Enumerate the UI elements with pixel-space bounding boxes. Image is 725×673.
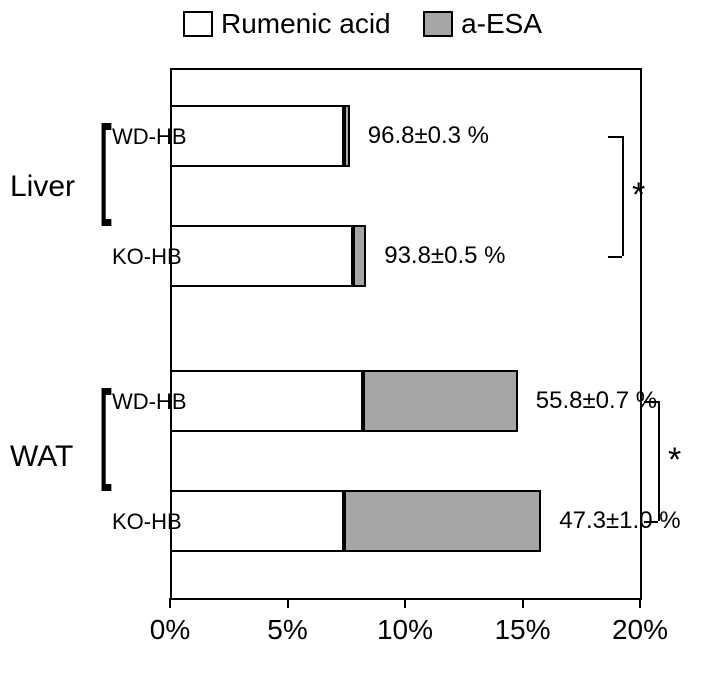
x-tick-label: 15% <box>494 614 550 646</box>
annotation-liver-wdhb: 96.8±0.3 % <box>368 122 489 150</box>
legend-label-aesa: a-ESA <box>461 8 542 40</box>
chart-root: Rumenic acid a-ESA 0% 5% 10% 15% 20% Liv… <box>0 0 725 673</box>
row-label-liver-wdhb: WD-HB <box>112 124 187 150</box>
x-tick-label: 0% <box>150 614 190 646</box>
tissue-label-wat: WAT <box>10 440 73 474</box>
legend-label-rumenic: Rumenic acid <box>221 8 391 40</box>
legend-swatch-rumenic <box>183 11 213 37</box>
x-tick <box>404 598 406 608</box>
legend-item-rumenic: Rumenic acid <box>183 8 391 40</box>
x-tick <box>639 598 641 608</box>
sig-marker-wat: * <box>668 441 681 480</box>
sig-bracket-liver <box>608 136 622 138</box>
sig-bracket-wat <box>658 401 660 521</box>
x-tick <box>169 598 171 608</box>
annotation-wat-kohb: 47.3±1.0 % <box>559 507 680 535</box>
sig-bracket-liver <box>608 256 622 258</box>
row-label-wat-wdhb: WD-HB <box>112 389 187 415</box>
bar-wat-kohb-aesa <box>344 490 541 552</box>
bar-wat-kohb-rumenic <box>170 490 344 552</box>
legend-swatch-aesa <box>423 11 453 37</box>
tissue-label-liver: Liver <box>10 170 75 204</box>
bar-liver-kohb-aesa <box>353 225 366 287</box>
annotation-wat-wdhb: 55.8±0.7 % <box>536 387 657 415</box>
x-tick-label: 5% <box>267 614 307 646</box>
x-tick <box>522 598 524 608</box>
group-bracket-wat: [ <box>98 376 112 558</box>
legend: Rumenic acid a-ESA <box>0 8 725 42</box>
row-label-liver-kohb: KO-HB <box>112 244 182 270</box>
bar-wat-wdhb-aesa <box>363 370 518 432</box>
bar-liver-kohb-rumenic <box>170 225 353 287</box>
group-bracket-liver: [ <box>98 111 112 293</box>
sig-marker-liver: * <box>632 176 645 215</box>
annotation-liver-kohb: 93.8±0.5 % <box>384 242 505 270</box>
sig-bracket-wat <box>644 401 658 403</box>
legend-item-aesa: a-ESA <box>423 8 542 40</box>
x-tick-label: 20% <box>612 614 668 646</box>
bar-wat-wdhb-rumenic <box>170 370 363 432</box>
sig-bracket-wat <box>644 521 658 523</box>
x-tick <box>287 598 289 608</box>
row-label-wat-kohb: KO-HB <box>112 509 182 535</box>
bar-liver-wdhb-rumenic <box>170 105 344 167</box>
sig-bracket-liver <box>622 136 624 256</box>
x-tick-label: 10% <box>377 614 433 646</box>
bar-liver-wdhb-aesa <box>344 105 350 167</box>
